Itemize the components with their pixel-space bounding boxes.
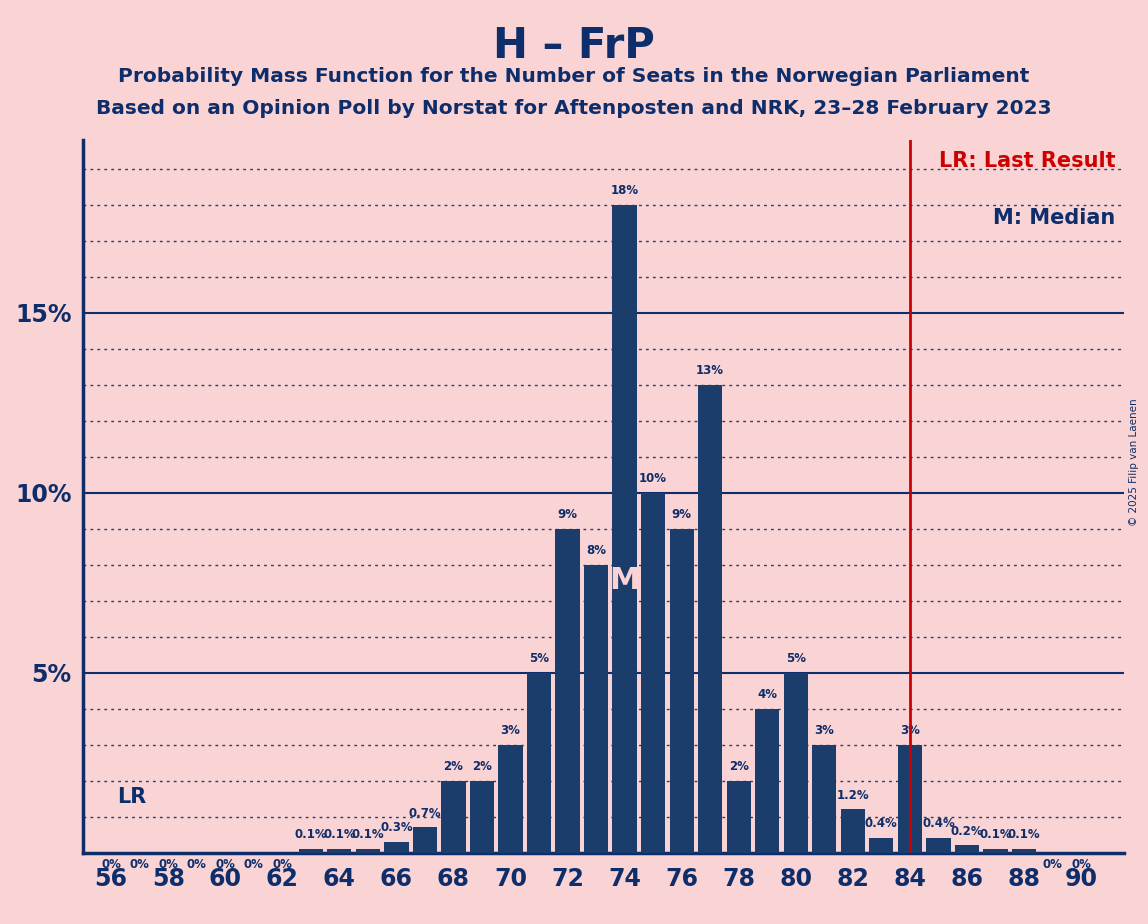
Text: LR: Last Result: LR: Last Result <box>939 151 1115 171</box>
Text: 1.2%: 1.2% <box>837 788 869 801</box>
Text: 0.1%: 0.1% <box>1008 828 1040 841</box>
Text: 0%: 0% <box>130 858 149 871</box>
Bar <box>613 204 637 853</box>
Bar <box>441 781 466 853</box>
Text: 0%: 0% <box>101 858 121 871</box>
Bar <box>784 673 808 853</box>
Bar <box>669 529 693 853</box>
Text: 0%: 0% <box>158 858 178 871</box>
Bar <box>840 809 864 853</box>
Text: 5%: 5% <box>785 651 806 664</box>
Bar <box>898 745 922 853</box>
Bar <box>869 838 893 853</box>
Text: 2%: 2% <box>729 760 748 772</box>
Text: 0.1%: 0.1% <box>351 828 385 841</box>
Text: 2%: 2% <box>472 760 491 772</box>
Text: 5%: 5% <box>529 651 549 664</box>
Bar <box>584 565 608 853</box>
Bar <box>527 673 551 853</box>
Text: 0.1%: 0.1% <box>979 828 1011 841</box>
Text: H – FrP: H – FrP <box>492 25 656 67</box>
Text: 18%: 18% <box>611 184 638 197</box>
Bar <box>755 709 779 853</box>
Bar <box>356 849 380 853</box>
Bar <box>641 492 665 853</box>
Text: 2%: 2% <box>443 760 464 772</box>
Text: 0.7%: 0.7% <box>409 807 441 820</box>
Text: 3%: 3% <box>501 723 520 736</box>
Text: 8%: 8% <box>587 543 606 556</box>
Text: 0%: 0% <box>1042 858 1062 871</box>
Bar <box>727 781 751 853</box>
Text: 9%: 9% <box>558 507 577 520</box>
Bar <box>470 781 494 853</box>
Text: 0%: 0% <box>187 858 207 871</box>
Text: 0.4%: 0.4% <box>864 818 898 831</box>
Text: 0.2%: 0.2% <box>951 824 983 837</box>
Text: 10%: 10% <box>639 471 667 485</box>
Text: 0%: 0% <box>1071 858 1091 871</box>
Bar <box>327 849 351 853</box>
Text: 3%: 3% <box>814 723 835 736</box>
Bar <box>413 827 437 853</box>
Bar <box>926 838 951 853</box>
Text: Based on an Opinion Poll by Norstat for Aftenposten and NRK, 23–28 February 2023: Based on an Opinion Poll by Norstat for … <box>96 99 1052 118</box>
Text: 9%: 9% <box>672 507 691 520</box>
Text: LR: LR <box>117 787 146 807</box>
Text: Probability Mass Function for the Number of Seats in the Norwegian Parliament: Probability Mass Function for the Number… <box>118 67 1030 86</box>
Text: 0%: 0% <box>272 858 293 871</box>
Bar <box>812 745 837 853</box>
Bar <box>1011 849 1037 853</box>
Bar <box>955 845 979 853</box>
Text: 4%: 4% <box>758 687 777 700</box>
Bar <box>984 849 1008 853</box>
Text: 13%: 13% <box>696 364 724 377</box>
Bar <box>698 384 722 853</box>
Text: 0%: 0% <box>216 858 235 871</box>
Text: 0.1%: 0.1% <box>295 828 327 841</box>
Text: M: Median: M: Median <box>993 208 1115 228</box>
Bar <box>385 842 409 853</box>
Bar <box>498 745 522 853</box>
Text: 0.3%: 0.3% <box>380 821 413 833</box>
Text: M: M <box>610 565 639 595</box>
Text: 0.4%: 0.4% <box>922 818 955 831</box>
Text: 0%: 0% <box>243 858 264 871</box>
Text: 3%: 3% <box>900 723 920 736</box>
Text: © 2025 Filip van Laenen: © 2025 Filip van Laenen <box>1128 398 1139 526</box>
Text: 0.1%: 0.1% <box>323 828 356 841</box>
Bar <box>298 849 323 853</box>
Bar <box>556 529 580 853</box>
